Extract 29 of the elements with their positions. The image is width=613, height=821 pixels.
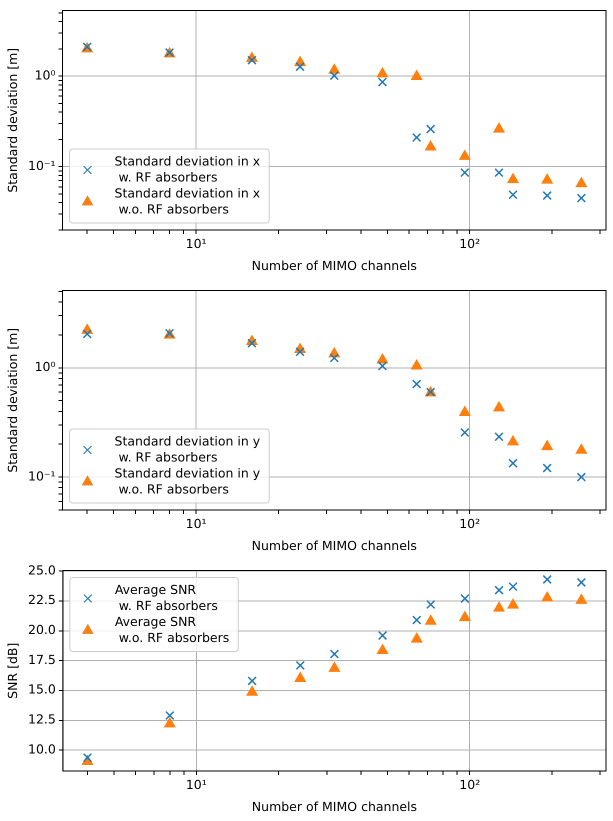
x-tick-label: 10¹: [186, 516, 207, 531]
legend-label: Standard deviation in x w. RF absorbers: [114, 153, 260, 184]
legend-label: Average SNR w. RF absorbers: [114, 582, 218, 613]
y-axis-title: Standard deviation [m]: [4, 328, 20, 473]
y-tick-label: 22.5: [28, 592, 56, 608]
x-axis-title: Number of MIMO channels: [252, 538, 417, 553]
x-axis-title: Number of MIMO channels: [252, 798, 418, 814]
y-tick-label: 10⁰: [34, 359, 56, 374]
y-axis-title: SNR [dB]: [4, 642, 20, 699]
y-tick-label: 12.5: [28, 712, 56, 727]
y-tick-label: 10⁻¹: [28, 158, 56, 173]
y-axis-title: Standard deviation [m]: [4, 48, 20, 193]
y-tick-label: 10⁻¹: [28, 468, 56, 484]
legend-label: Standard deviation in y w. RF absorbers: [114, 433, 261, 464]
y-tick-label: 25.0: [28, 562, 56, 578]
x-tick-label: 10¹: [186, 776, 207, 792]
legend-label: Standard deviation in y w.o. RF absorbers: [114, 465, 261, 496]
x-tick-label: 10²: [459, 236, 480, 251]
x-axis-title: Number of MIMO channels: [252, 258, 417, 273]
x-tick-label: 10²: [459, 776, 480, 792]
x-tick-label: 10¹: [186, 236, 207, 251]
y-tick-label: 10.0: [28, 741, 56, 756]
y-tick-label: 17.5: [28, 652, 56, 667]
y-tick-label: 20.0: [28, 622, 56, 638]
legend-label: Standard deviation in x w.o. RF absorbers: [114, 185, 260, 216]
legend-label: Average SNR w.o. RF absorbers: [114, 614, 230, 645]
y-tick-label: 15.0: [28, 682, 56, 697]
x-tick-label: 10²: [459, 516, 480, 531]
y-tick-label: 10⁰: [34, 67, 56, 82]
